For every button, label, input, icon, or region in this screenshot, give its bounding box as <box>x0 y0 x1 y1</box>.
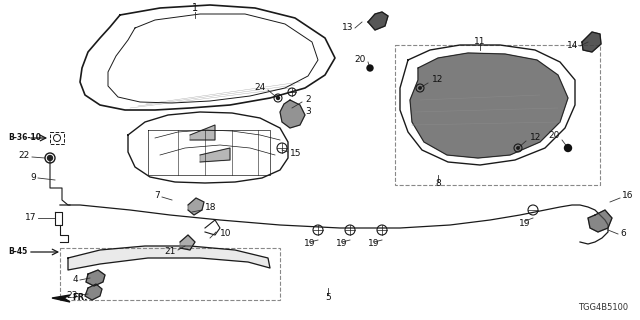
Bar <box>395 45 600 185</box>
Text: TGG4B5100: TGG4B5100 <box>578 303 628 312</box>
Polygon shape <box>200 148 230 162</box>
Text: 10: 10 <box>220 229 232 238</box>
Circle shape <box>276 97 280 100</box>
Polygon shape <box>86 270 105 286</box>
Text: 9: 9 <box>30 173 36 182</box>
Polygon shape <box>368 12 388 30</box>
Polygon shape <box>85 284 102 300</box>
Bar <box>50 132 64 144</box>
Text: 12: 12 <box>530 133 541 142</box>
Text: 18: 18 <box>205 204 216 212</box>
Text: 19: 19 <box>519 219 531 228</box>
Text: 13: 13 <box>342 23 353 33</box>
Polygon shape <box>52 295 70 302</box>
Text: 8: 8 <box>435 180 441 188</box>
Circle shape <box>47 156 52 161</box>
Text: 19: 19 <box>368 239 380 249</box>
Text: 19: 19 <box>336 239 348 249</box>
Text: 17: 17 <box>24 213 36 222</box>
Text: 23: 23 <box>67 292 78 300</box>
Text: 3: 3 <box>305 108 311 116</box>
Polygon shape <box>280 100 305 128</box>
Circle shape <box>419 87 421 89</box>
Polygon shape <box>188 198 204 215</box>
Text: 20: 20 <box>548 132 560 140</box>
Text: 24: 24 <box>255 84 266 92</box>
Text: 2: 2 <box>305 95 310 105</box>
Text: 11: 11 <box>474 37 486 46</box>
Circle shape <box>517 147 519 149</box>
Text: 15: 15 <box>290 148 301 157</box>
Circle shape <box>564 145 572 151</box>
Text: 6: 6 <box>620 229 626 238</box>
Polygon shape <box>410 53 568 158</box>
Text: 1: 1 <box>192 3 198 13</box>
Polygon shape <box>588 210 612 232</box>
Text: 5: 5 <box>325 293 331 302</box>
Polygon shape <box>190 125 215 140</box>
Text: 19: 19 <box>304 239 316 249</box>
Text: B-36-10: B-36-10 <box>8 133 41 142</box>
Text: 20: 20 <box>355 55 366 65</box>
Text: 16: 16 <box>622 191 634 201</box>
Polygon shape <box>68 246 270 270</box>
Bar <box>60 248 280 300</box>
Text: 7: 7 <box>154 191 160 201</box>
Polygon shape <box>180 235 195 250</box>
Text: 12: 12 <box>432 76 444 84</box>
Text: 4: 4 <box>72 276 78 284</box>
Text: FR.: FR. <box>72 293 88 302</box>
Text: 14: 14 <box>566 42 578 51</box>
Text: 21: 21 <box>164 247 176 257</box>
Circle shape <box>367 65 373 71</box>
Text: 22: 22 <box>19 150 30 159</box>
Polygon shape <box>582 32 601 52</box>
Text: B-45: B-45 <box>8 247 28 257</box>
